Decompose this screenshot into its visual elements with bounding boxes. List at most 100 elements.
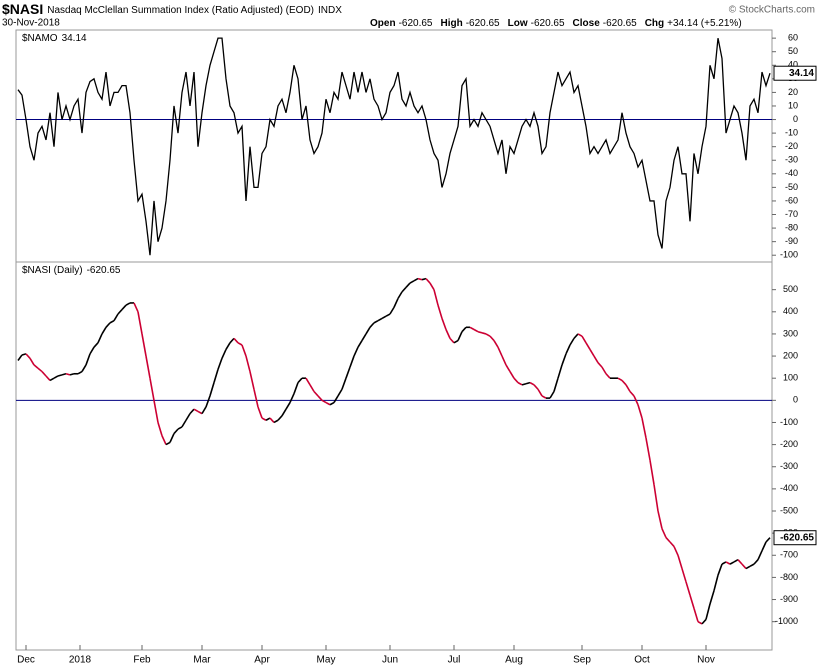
line-segment — [53, 375, 59, 379]
line-segment — [705, 603, 711, 620]
line-segment — [265, 417, 271, 421]
y-tick-label: 40 — [788, 60, 798, 70]
line-segment — [77, 370, 83, 375]
line-segment — [25, 353, 31, 359]
line-segment — [477, 330, 483, 334]
line-segment — [557, 364, 563, 379]
line-segment — [549, 391, 555, 399]
line-segment — [561, 353, 567, 366]
quote-value: +34.14 (+5.21%) — [667, 18, 742, 29]
line-segment — [105, 322, 111, 328]
line-segment — [97, 333, 103, 344]
line-segment — [345, 366, 351, 379]
y-tick-label: -400 — [780, 483, 798, 493]
y-tick-label: -70 — [785, 209, 798, 219]
y-tick-label: -40 — [785, 168, 798, 178]
y-tick-label: 0 — [793, 395, 798, 405]
line-segment — [621, 379, 627, 386]
line-segment — [205, 395, 211, 408]
quote: Open -620.65 High -620.65 Low -620.65 Close -62… — [370, 18, 742, 29]
line-segment — [717, 563, 723, 576]
line-segment — [317, 395, 323, 401]
line-segment — [709, 590, 715, 605]
line-segment — [617, 377, 623, 382]
line-segment — [661, 528, 667, 538]
line-segment — [217, 358, 223, 370]
line-segment — [145, 355, 151, 379]
watermark: © StockCharts.com — [729, 5, 815, 16]
quote-value: -620.65 — [399, 18, 433, 29]
line-segment — [589, 349, 595, 357]
y-tick-label: -100 — [780, 417, 798, 427]
line-segment — [329, 401, 335, 406]
line-segment — [385, 313, 391, 317]
x-tick-label: Sep — [573, 655, 591, 666]
line-segment — [113, 313, 119, 322]
line-segment — [257, 406, 263, 419]
line-segment — [397, 291, 403, 299]
x-tick-label: May — [317, 655, 336, 666]
line-segment — [309, 384, 315, 392]
quote-label: Close — [573, 18, 601, 29]
y-tick-label: 50 — [788, 46, 798, 56]
line-segment — [425, 278, 431, 284]
line-segment — [701, 618, 707, 625]
line-segment — [409, 280, 415, 284]
line-segment — [437, 304, 443, 319]
legend-name: $NASI (Daily) — [22, 265, 83, 276]
line-segment — [253, 389, 259, 408]
line-segment — [305, 377, 311, 386]
y-tick-label: -700 — [780, 550, 798, 560]
line-segment — [381, 315, 387, 320]
line-segment — [493, 340, 499, 348]
line-segment — [101, 326, 107, 335]
line-segment — [45, 375, 51, 381]
line-segment — [481, 332, 487, 335]
y-tick-label: 20 — [788, 87, 798, 97]
line-segment — [153, 400, 159, 423]
line-segment — [685, 581, 691, 596]
line-segment — [69, 373, 75, 376]
line-segment — [665, 537, 671, 543]
x-tick-label: Jun — [382, 655, 398, 666]
line-segment — [765, 537, 771, 543]
line-segment — [517, 381, 523, 386]
y-tick-label: -900 — [780, 594, 798, 604]
y-tick-label: -200 — [780, 439, 798, 449]
line-segment — [405, 282, 411, 288]
line-segment — [721, 561, 727, 565]
line-segment — [761, 541, 767, 552]
line-segment — [293, 382, 299, 394]
line-segment — [745, 565, 751, 570]
line-segment — [573, 333, 579, 339]
x-tick-label: Oct — [634, 655, 650, 666]
line-segment — [225, 342, 231, 350]
line — [17, 37, 771, 256]
quote-value: -620.65 — [603, 18, 637, 29]
y-tick-label: 100 — [783, 373, 798, 383]
quote-label: Low — [508, 18, 528, 29]
line-segment — [157, 422, 163, 436]
line-segment — [241, 344, 247, 357]
line-segment — [577, 333, 583, 337]
x-tick-label: Nov — [697, 655, 715, 666]
line-segment — [197, 410, 203, 415]
last-value-label: -620.65 — [780, 532, 814, 543]
y-tick-label: -500 — [780, 505, 798, 515]
line-segment — [681, 568, 687, 583]
line-segment — [201, 406, 207, 415]
y-tick-label: 400 — [783, 306, 798, 316]
line-segment — [469, 326, 475, 331]
x-tick-label: Mar — [193, 655, 211, 666]
line-segment — [169, 433, 175, 443]
line-segment — [753, 559, 759, 565]
line-segment — [277, 415, 283, 421]
line-segment — [141, 333, 147, 357]
symbol: $NASI — [2, 1, 43, 17]
legend-value: 34.14 — [62, 33, 87, 44]
line-segment — [281, 408, 287, 417]
line-segment — [89, 346, 95, 355]
line-segment — [533, 384, 539, 390]
line-segment — [417, 277, 423, 281]
